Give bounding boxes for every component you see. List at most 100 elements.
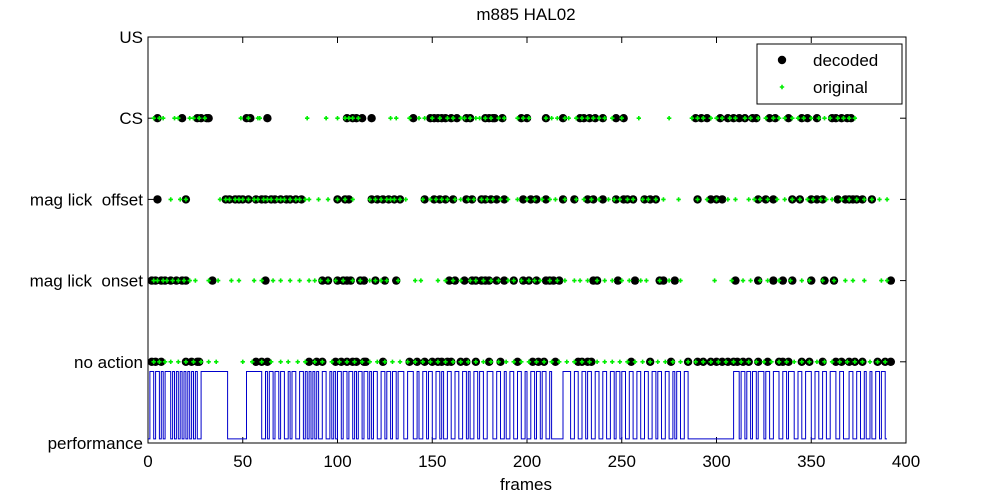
original-point	[716, 359, 721, 364]
original-point	[829, 197, 835, 202]
x-tick-label: 0	[143, 452, 152, 471]
original-point	[329, 359, 335, 364]
original-point	[663, 359, 668, 364]
original-point	[151, 116, 156, 121]
original-point	[657, 278, 662, 283]
original-point	[555, 116, 560, 121]
original-point	[282, 197, 287, 202]
original-point	[439, 197, 444, 202]
original-point	[250, 359, 255, 364]
original-point	[594, 359, 600, 364]
x-tick-label: 200	[513, 452, 541, 471]
decoded-point	[551, 357, 560, 366]
original-point	[740, 278, 746, 283]
original-point	[666, 278, 672, 283]
original-point	[187, 116, 192, 121]
original-point	[809, 116, 814, 121]
original-point	[350, 278, 355, 283]
original-point	[839, 197, 844, 202]
original-point	[776, 359, 782, 364]
decoded-point	[367, 114, 376, 123]
original-point	[227, 197, 232, 202]
original-point	[748, 116, 753, 121]
original-point	[477, 116, 482, 121]
decoded-point	[702, 114, 712, 123]
x-tick-label: 400	[892, 452, 920, 471]
original-point	[223, 197, 228, 202]
original-point	[251, 278, 257, 283]
original-point	[335, 197, 340, 202]
original-point	[337, 359, 342, 364]
original-point	[420, 359, 425, 364]
original-point	[666, 116, 672, 121]
original-point	[325, 278, 331, 283]
original-point	[850, 278, 856, 283]
decoded-point	[208, 276, 217, 285]
original-point	[708, 359, 714, 364]
original-point	[215, 278, 221, 283]
original-point	[240, 359, 245, 364]
original-point	[549, 116, 554, 121]
original-point	[553, 197, 558, 202]
original-point	[443, 278, 448, 283]
original-point	[485, 197, 490, 202]
original-point	[661, 197, 666, 202]
original-point	[325, 197, 331, 202]
original-point	[388, 197, 393, 202]
original-point	[824, 197, 829, 202]
original-point	[810, 197, 816, 202]
original-point	[193, 278, 198, 283]
decoded-point	[670, 276, 680, 285]
original-point	[828, 116, 833, 121]
original-point	[820, 278, 825, 283]
original-point	[538, 278, 543, 283]
original-point	[738, 359, 744, 364]
decoded-point	[769, 195, 778, 204]
x-tick-label: 150	[418, 452, 446, 471]
original-point	[746, 197, 751, 202]
original-point	[246, 197, 251, 202]
original-point	[822, 359, 827, 364]
legend-label: decoded	[813, 51, 878, 70]
original-point	[627, 278, 632, 283]
original-point	[638, 278, 643, 283]
y-tick-label: US	[119, 28, 143, 47]
original-point	[333, 278, 338, 283]
original-point	[515, 116, 520, 121]
original-point	[435, 278, 441, 283]
original-point	[539, 197, 545, 202]
original-point	[602, 278, 607, 283]
original-point	[742, 116, 748, 121]
original-point	[617, 359, 623, 364]
original-point	[490, 197, 496, 202]
original-point	[160, 278, 166, 283]
original-point	[172, 116, 177, 121]
original-point	[428, 197, 433, 202]
original-point	[757, 197, 763, 202]
original-point	[259, 278, 264, 283]
original-point	[619, 278, 624, 283]
original-point	[229, 278, 234, 283]
original-point	[625, 359, 630, 364]
original-point	[170, 278, 175, 283]
decoded-point	[886, 276, 896, 285]
original-point	[162, 359, 168, 364]
legend-marker-decoded	[777, 55, 787, 65]
original-point	[246, 116, 251, 121]
decoded-point	[452, 114, 462, 123]
original-point	[630, 197, 636, 202]
decoded-point	[778, 276, 788, 285]
original-point	[572, 359, 577, 364]
original-point	[752, 197, 757, 202]
original-point	[524, 197, 530, 202]
original-point	[589, 197, 594, 202]
decoded-point	[261, 276, 270, 285]
decoded-point	[304, 357, 314, 366]
original-point	[502, 116, 507, 121]
original-point	[274, 197, 280, 202]
original-point	[458, 116, 463, 121]
original-point	[176, 359, 181, 364]
original-point	[511, 278, 516, 283]
original-point	[579, 359, 585, 364]
original-point	[359, 359, 365, 364]
